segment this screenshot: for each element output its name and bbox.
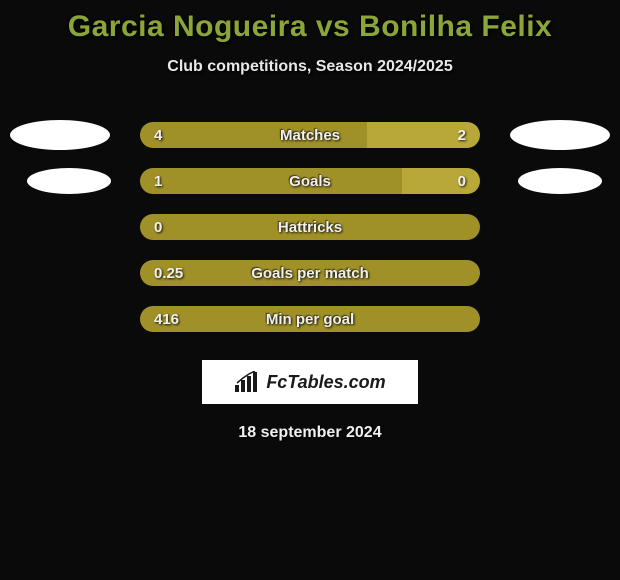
stat-value-left: 4 xyxy=(140,127,162,144)
stat-value-left: 416 xyxy=(140,311,179,328)
brand-text: FcTables.com xyxy=(266,372,385,393)
subtitle: Club competitions, Season 2024/2025 xyxy=(0,58,620,76)
page-title: Garcia Nogueira vs Bonilha Felix xyxy=(0,10,620,44)
date-label: 18 september 2024 xyxy=(0,424,620,442)
stat-row: 4 2 Matches xyxy=(0,112,620,158)
stat-value-right: 2 xyxy=(458,127,480,144)
stat-bar-right: 2 xyxy=(367,122,480,148)
stat-bar: 0.25 Goals per match xyxy=(140,260,480,286)
stat-row: 1 0 Goals xyxy=(0,158,620,204)
stat-bar: 0 Hattricks xyxy=(140,214,480,240)
stat-label: Hattricks xyxy=(278,219,342,236)
brand-badge[interactable]: FcTables.com xyxy=(202,360,418,404)
stat-value-left: 0 xyxy=(140,219,162,236)
player-left-marker xyxy=(27,168,111,194)
stat-row: 416 Min per goal xyxy=(0,296,620,342)
player-right-marker xyxy=(510,120,610,150)
brand-chart-icon xyxy=(234,371,260,393)
stat-row: 0.25 Goals per match xyxy=(0,250,620,296)
comparison-widget: Garcia Nogueira vs Bonilha Felix Club co… xyxy=(0,0,620,442)
stat-value-left: 0.25 xyxy=(140,265,183,282)
stat-bar: 4 2 Matches xyxy=(140,122,480,148)
stat-row: 0 Hattricks xyxy=(0,204,620,250)
stat-label: Matches xyxy=(280,127,340,144)
stat-bar: 416 Min per goal xyxy=(140,306,480,332)
player-right-marker xyxy=(518,168,602,194)
stat-label: Goals per match xyxy=(251,265,369,282)
player-left-marker xyxy=(10,120,110,150)
stat-label: Goals xyxy=(289,173,331,190)
stat-label: Min per goal xyxy=(266,311,354,328)
stats-list: 4 2 Matches 1 0 Goals 0 Hattricks 0.25 Goals per … xyxy=(0,112,620,342)
stat-bar-left: 1 xyxy=(140,168,402,194)
stat-bar-right: 0 xyxy=(402,168,480,194)
stat-bar: 1 0 Goals xyxy=(140,168,480,194)
stat-value-right: 0 xyxy=(458,173,480,190)
stat-value-left: 1 xyxy=(140,173,162,190)
